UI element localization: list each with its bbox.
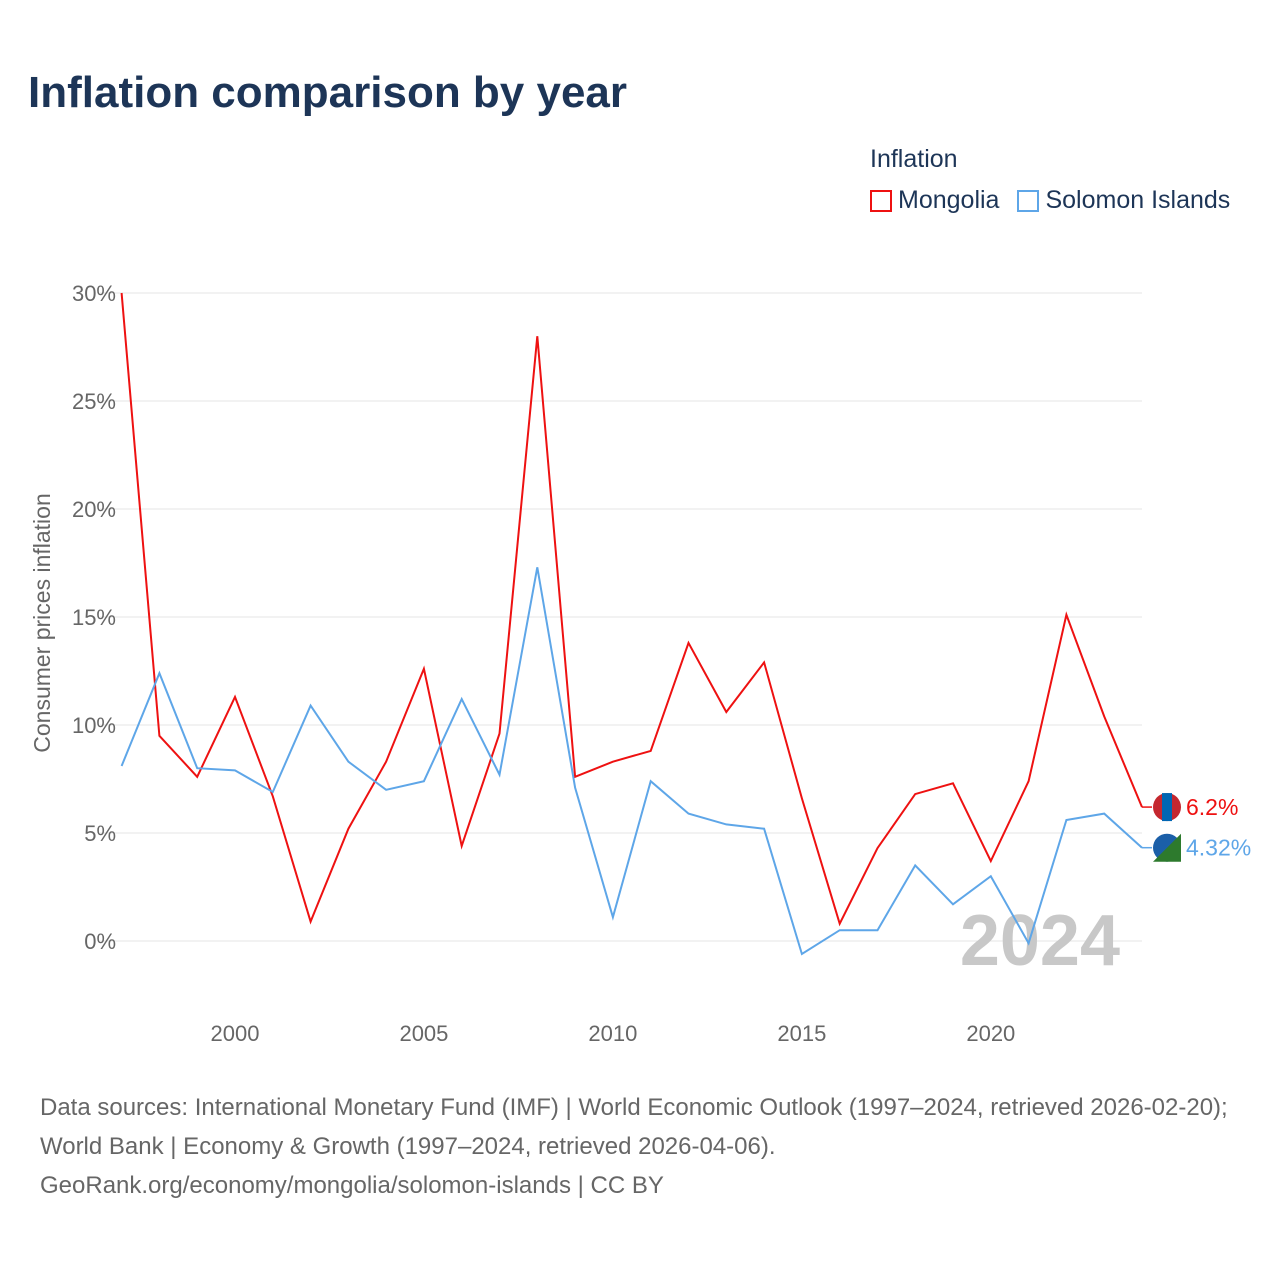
y-tick-label: 10% [72, 713, 116, 738]
x-tick-label: 2000 [211, 1021, 260, 1046]
legend: Mongolia Solomon Islands [870, 186, 1230, 215]
end-value-label: 6.2% [1186, 794, 1238, 820]
end-value-label: 4.32% [1186, 835, 1251, 861]
flag-stripe [1162, 793, 1172, 822]
y-tick-label: 25% [72, 389, 116, 414]
x-tick-label: 2015 [777, 1021, 826, 1046]
y-tick-label: 30% [72, 281, 116, 306]
legend-swatch-solomon-islands [1017, 189, 1040, 212]
y-tick-label: 20% [72, 497, 116, 522]
chart-title: Inflation comparison by year [28, 68, 628, 117]
legend-title: Inflation [870, 145, 958, 173]
source-line: Data sources: International Monetary Fun… [40, 1094, 1228, 1160]
series-line-mongolia[interactable] [120, 292, 1143, 927]
legend-item-mongolia[interactable]: Mongolia [870, 186, 999, 215]
x-tick-label: 2005 [399, 1021, 448, 1046]
x-tick-label: 2010 [588, 1021, 637, 1046]
x-tick-label: 2020 [966, 1021, 1015, 1046]
source-note: Data sources: International Monetary Fun… [40, 1088, 1250, 1205]
series-line-solomon-islands[interactable] [120, 567, 1143, 956]
legend-label-mongolia: Mongolia [898, 186, 1000, 214]
flag-stripe [1153, 833, 1181, 862]
source-url: GeoRank.org/economy/mongolia/solomon-isl… [40, 1172, 664, 1199]
legend-swatch-mongolia [870, 189, 892, 212]
y-axis-label: Consumer prices inflation [29, 493, 55, 753]
legend-item-solomon-islands[interactable]: Solomon Islands [1017, 186, 1230, 215]
year-watermark: 2024 [960, 901, 1120, 981]
y-tick-label: 5% [84, 821, 116, 846]
y-tick-label: 0% [84, 929, 116, 954]
y-tick-label: 15% [72, 605, 116, 630]
legend-label-solomon-islands: Solomon Islands [1045, 186, 1231, 214]
